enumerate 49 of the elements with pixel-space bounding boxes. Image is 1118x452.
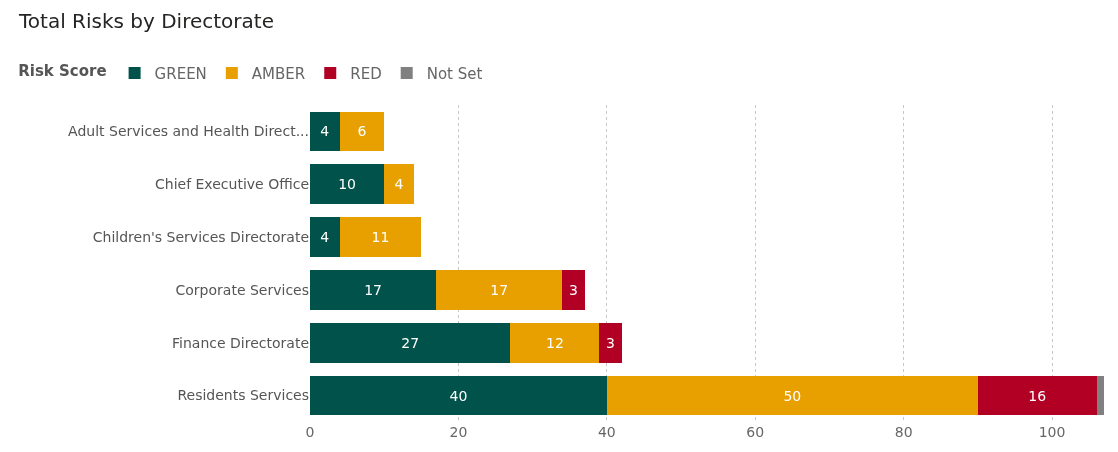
text: Total Risks by Directorate: [18, 8, 274, 33]
x-tick-label: 40: [597, 424, 616, 440]
data-label: 4: [320, 229, 330, 246]
x-tick-label: 0: [305, 424, 315, 440]
data-label: 6: [357, 123, 367, 140]
y-tick-label: Chief Executive Office: [154, 176, 309, 193]
y-tick-label: Residents Services: [177, 387, 309, 404]
x-tick-label: 60: [746, 424, 765, 440]
bar: [384, 164, 414, 205]
data-label: 50: [783, 387, 802, 404]
bar: [310, 270, 437, 310]
bar: [510, 322, 600, 363]
data-label: 17: [364, 281, 382, 298]
y-tick-label: Finance Directorate: [172, 334, 309, 351]
data-label: 10: [338, 176, 357, 193]
bar: [310, 322, 511, 363]
x-tick-label: 20: [449, 424, 468, 440]
bar: [977, 375, 1097, 416]
data-label: 3: [606, 334, 615, 351]
legend-label: Not Set: [426, 64, 483, 83]
data-label: 40: [449, 387, 468, 404]
bar: [310, 375, 607, 416]
data-label: 3: [568, 281, 578, 298]
legend-title: Risk Score: [18, 62, 107, 81]
bar: [599, 322, 622, 363]
x-tick-label: 80: [894, 424, 913, 440]
bar: [606, 375, 978, 416]
data-label: 4: [320, 123, 330, 140]
x-tick-label: 100: [1038, 424, 1066, 440]
bar: [339, 217, 422, 257]
y-tick-label: Adult Services and Health Direct...: [68, 123, 309, 140]
data-label: 11: [371, 229, 390, 246]
data-label: 27: [401, 334, 420, 351]
y-tick-label: Children's Services Directorate: [92, 228, 309, 245]
bar: [310, 111, 340, 152]
data-label: 17: [490, 281, 509, 298]
data-label: 12: [545, 334, 564, 351]
bar: [436, 270, 563, 310]
bar: [562, 270, 585, 310]
bar: [310, 217, 340, 257]
legend-label: GREEN: [154, 64, 207, 83]
bar: [310, 164, 385, 205]
y-tick-label: Corporate Services: [175, 281, 309, 298]
bar: [1096, 375, 1104, 416]
legend-label: RED: [350, 64, 382, 83]
bar: [339, 111, 385, 152]
data-label: 16: [1028, 387, 1047, 404]
data-label: 4: [394, 176, 404, 193]
legend-label: AMBER: [251, 64, 306, 83]
